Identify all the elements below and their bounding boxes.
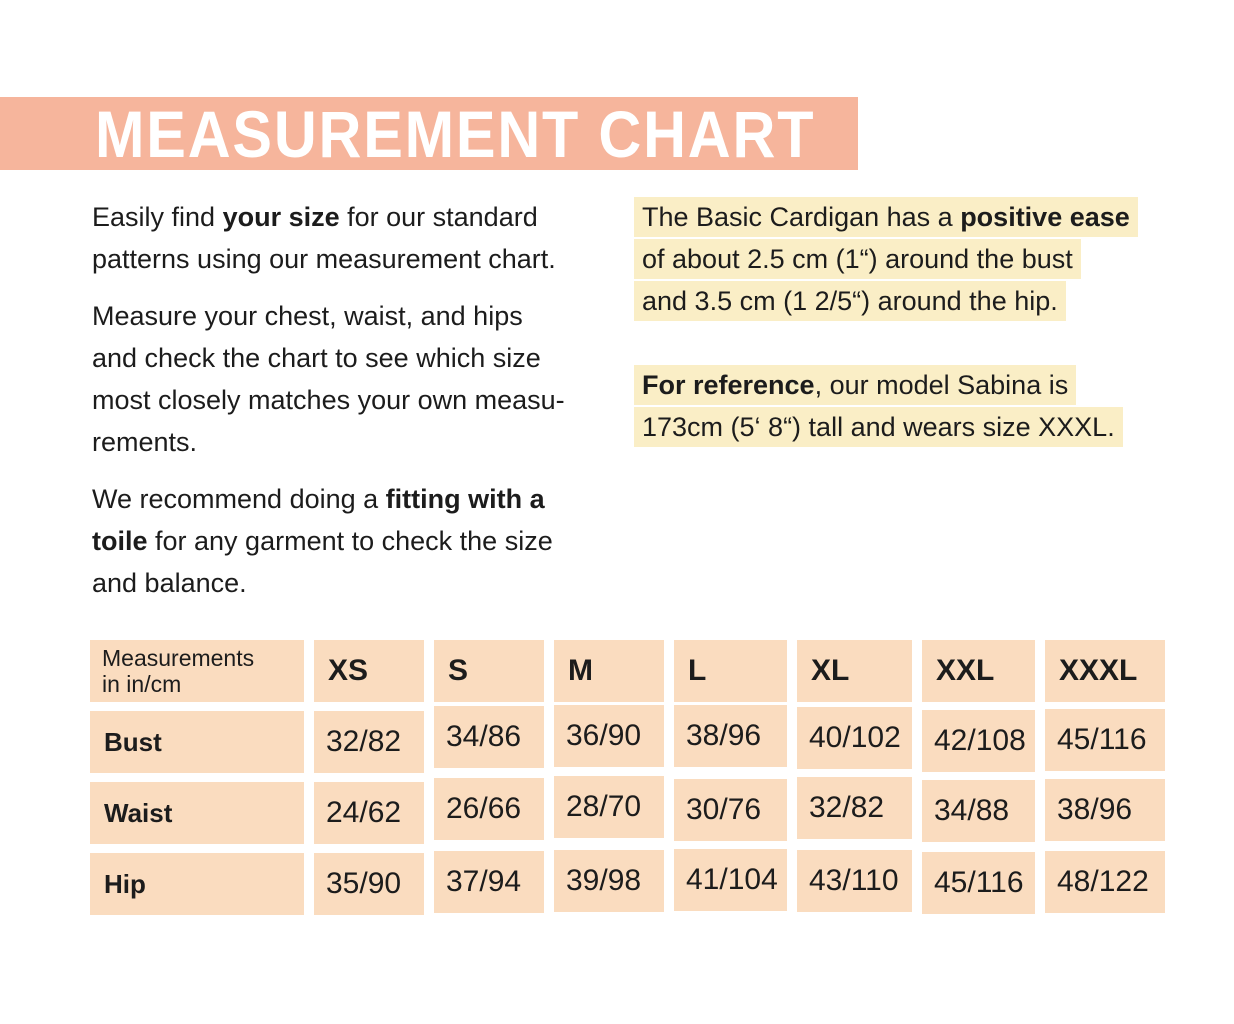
- measurement-cell-waist-s: 26/66: [434, 778, 544, 840]
- measurement-table: Measurements in in/cm XS S M L XL XXL XXXL Bust 3…: [90, 640, 1165, 915]
- size-header-cell-xs: XS: [314, 640, 424, 702]
- measurement-cell-bust-m: 36/90: [554, 705, 664, 767]
- measurement-cell-bust-l: 38/96: [674, 705, 787, 767]
- intro-paragraph-measure: Measure your chest, waist, and hips and …: [92, 301, 565, 457]
- title-banner: MEASUREMENT CHART: [0, 96, 858, 171]
- intro-paragraph-find-size: Easily find your size for our standard p…: [92, 202, 556, 274]
- measurement-cell-hip-xl: 43/110: [797, 850, 912, 912]
- measurement-cell-hip-s: 37/94: [434, 851, 544, 913]
- size-header-cell-s: S: [434, 640, 544, 702]
- size-header-cell-l: L: [674, 640, 787, 702]
- size-header-cell-xl: XL: [797, 640, 912, 702]
- measurement-cell-bust-xxxl: 45/116: [1045, 709, 1165, 771]
- measurement-cell-bust-xs: 32/82: [314, 711, 424, 773]
- size-header-cell-m: M: [554, 640, 664, 702]
- highlighted-text: The Basic Cardigan has a positive ease o…: [634, 197, 1138, 321]
- row-label-cell-waist: Waist: [90, 782, 304, 844]
- row-label-cell-hip: Hip: [90, 853, 304, 915]
- measurement-cell-waist-xxxl: 38/96: [1045, 779, 1165, 841]
- measurement-cell-hip-xs: 35/90: [314, 853, 424, 915]
- measurement-cell-bust-s: 34/86: [434, 706, 544, 768]
- measurement-cell-bust-xxl: 42/108: [922, 710, 1035, 772]
- measurement-cell-waist-xl: 32/82: [797, 777, 912, 839]
- measurement-cell-hip-xxl: 45/116: [922, 852, 1035, 914]
- size-header-cell-xxxl: XXXL: [1045, 640, 1165, 702]
- measurement-cell-waist-xs: 24/62: [314, 782, 424, 844]
- measurement-cell-bust-xl: 40/102: [797, 707, 912, 769]
- measurement-cell-waist-xxl: 34/88: [922, 780, 1035, 842]
- highlighted-text: For reference, our model Sabina is 173cm…: [634, 365, 1123, 447]
- table-corner-cell: Measurements in in/cm: [90, 640, 304, 702]
- measurement-cell-hip-l: 41/104: [674, 849, 787, 911]
- note-paragraph-ease: The Basic Cardigan has a positive ease o…: [634, 196, 1162, 322]
- intro-right-column: The Basic Cardigan has a positive ease o…: [634, 196, 1162, 463]
- page-title: MEASUREMENT CHART: [95, 96, 816, 171]
- size-header-cell-xxl: XXL: [922, 640, 1035, 702]
- intro-left-column: Easily find your size for our standard p…: [92, 196, 612, 619]
- intro-paragraph-toile: We recommend doing a fitting with a toil…: [92, 484, 553, 598]
- measurement-cell-waist-m: 28/70: [554, 776, 664, 838]
- measurement-cell-waist-l: 30/76: [674, 779, 787, 841]
- measurement-cell-hip-xxxl: 48/122: [1045, 851, 1165, 913]
- measurement-cell-hip-m: 39/98: [554, 850, 664, 912]
- row-label-cell-bust: Bust: [90, 711, 304, 773]
- note-paragraph-model-reference: For reference, our model Sabina is 173cm…: [634, 364, 1162, 448]
